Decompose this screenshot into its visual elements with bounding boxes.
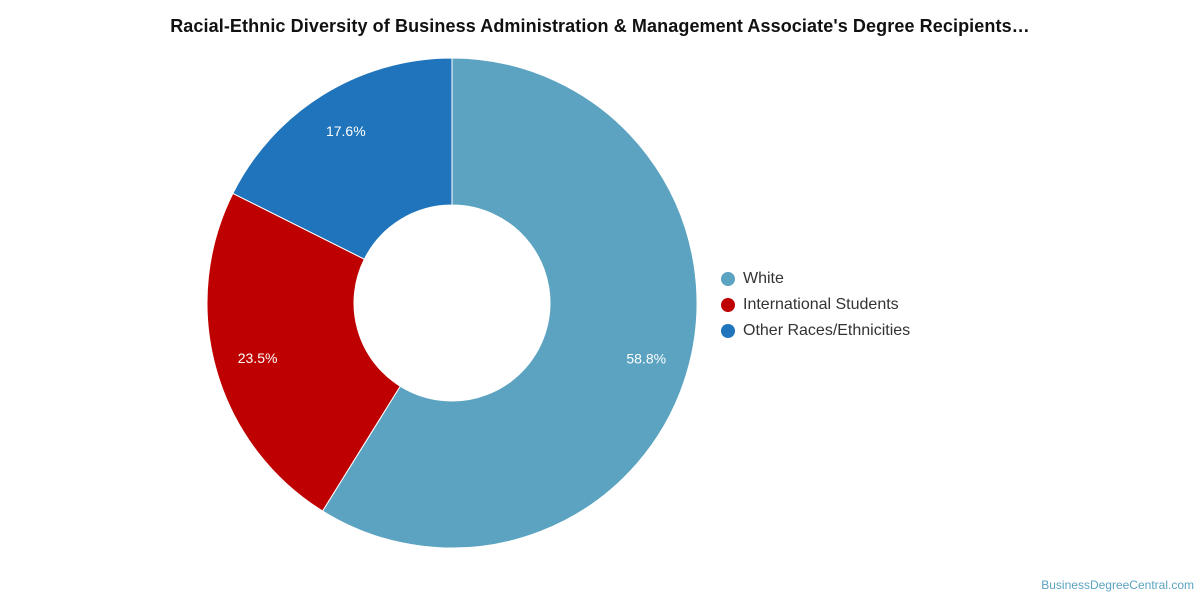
legend-item-other-races-ethnicities[interactable]: Other Races/Ethnicities [721,318,910,344]
legend-item-white[interactable]: White [721,266,910,292]
legend-item-international-students[interactable]: International Students [721,292,910,318]
data-label-international-students: 23.5% [238,350,278,366]
chart-legend: White International Students Other Races/E… [721,266,910,344]
data-label-white: 58.8% [626,350,666,366]
watermark[interactable]: BusinessDegreeCentral.com [1041,578,1194,592]
legend-swatch-icon [721,298,735,312]
chart-title: Racial-Ethnic Diversity of Business Admi… [170,16,1030,36]
legend-swatch-icon [721,272,735,286]
legend-label: International Students [743,296,899,313]
data-label-other-races-ethnicities: 17.6% [326,123,366,139]
legend-label: White [743,270,784,287]
legend-label: Other Races/Ethnicities [743,322,911,339]
slice-white[interactable] [321,57,698,549]
slice-international-students[interactable] [206,192,401,512]
legend-swatch-icon [721,324,735,338]
slice-other-races-ethnicities[interactable] [232,57,453,260]
